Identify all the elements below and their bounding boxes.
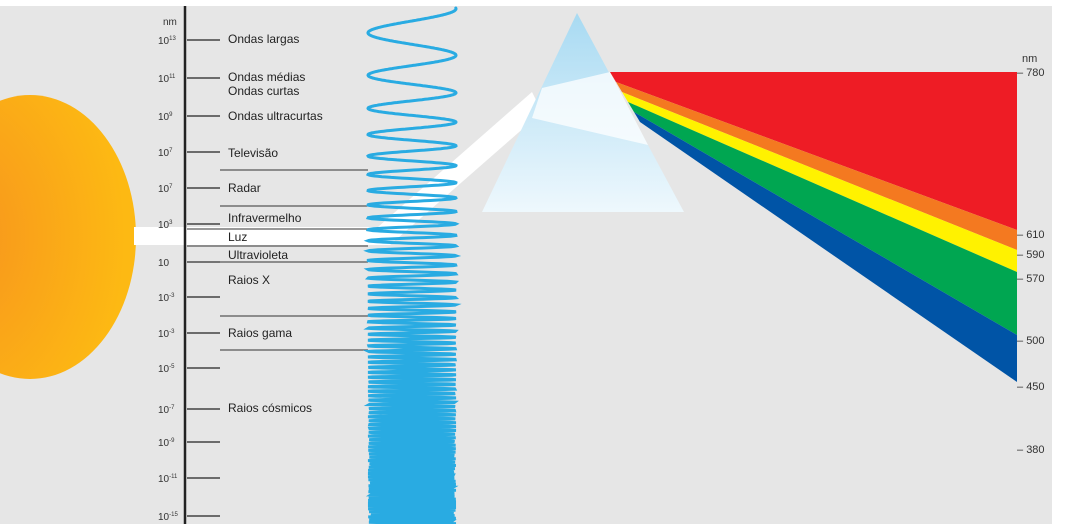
band-separators <box>187 169 368 351</box>
spectrum-color-band <box>610 72 1017 230</box>
spectrum-mark: – 590 <box>1017 249 1045 261</box>
scale-tick-label: 10-3 <box>158 329 175 340</box>
scale-tick-label: 10-5 <box>158 364 175 375</box>
spectrum-mark: – 380 <box>1017 444 1045 456</box>
spectrum-mark: – 500 <box>1017 335 1045 347</box>
spectrum-color-band <box>628 102 1017 335</box>
scale-tick-label: 10-15 <box>158 512 178 523</box>
spectrum-mark: – 450 <box>1017 381 1045 393</box>
band-label: Raios X <box>228 273 270 287</box>
band-labels: Ondas largas Ondas médias Ondas curtas O… <box>228 32 323 415</box>
spectrum-color-band <box>622 92 1017 272</box>
prism-inner-beam <box>532 72 648 145</box>
spectrum-fan <box>610 72 1017 382</box>
band-label: Raios cósmicos <box>228 401 312 415</box>
band-label: Ondas ultracurtas <box>228 109 323 123</box>
scale-tick-label: 109 <box>158 112 173 123</box>
band-label: Ondas largas <box>228 32 299 46</box>
spectrum-marks: – 780 – 610 – 590 – 570 – 500 – 450 – 38… <box>1017 67 1045 456</box>
band-label: Televisão <box>228 146 278 160</box>
light-beam <box>134 92 542 245</box>
scale-tick-label: 10-7 <box>158 405 175 416</box>
band-label: Ultravioleta <box>228 248 288 262</box>
scale-tick-label: 107 <box>158 184 173 195</box>
sun-icon <box>0 95 136 379</box>
band-label: Ondas médias <box>228 70 305 84</box>
scale-tick-label: 1013 <box>158 36 176 47</box>
band-label: Ondas curtas <box>228 84 299 98</box>
scale-tick-label: 103 <box>158 220 173 231</box>
scale-tick-label: 1011 <box>158 74 176 85</box>
scale-tick-label: 10-9 <box>158 438 175 449</box>
spectrum-color-band <box>616 82 1017 250</box>
spectrum-unit-label: nm <box>1022 53 1037 65</box>
spectrum-mark: – 780 <box>1017 67 1045 79</box>
spectrum-color-band <box>634 112 1017 382</box>
band-label: Raios gama <box>228 326 292 340</box>
band-label: Luz <box>228 230 247 244</box>
band-label: Infravermelho <box>228 211 302 225</box>
spectrum-mark: – 610 <box>1017 229 1045 241</box>
scale-tick-label: 10 <box>158 258 170 269</box>
scale-tick-label: 107 <box>158 148 173 159</box>
band-label: Radar <box>228 181 261 195</box>
spectrum-mark: – 570 <box>1017 273 1045 285</box>
wave-icon <box>362 6 462 524</box>
scale-tick-label: 10-3 <box>158 293 175 304</box>
scale-tick-label: 10-11 <box>158 474 178 485</box>
scale-unit-label: nm <box>163 17 177 28</box>
